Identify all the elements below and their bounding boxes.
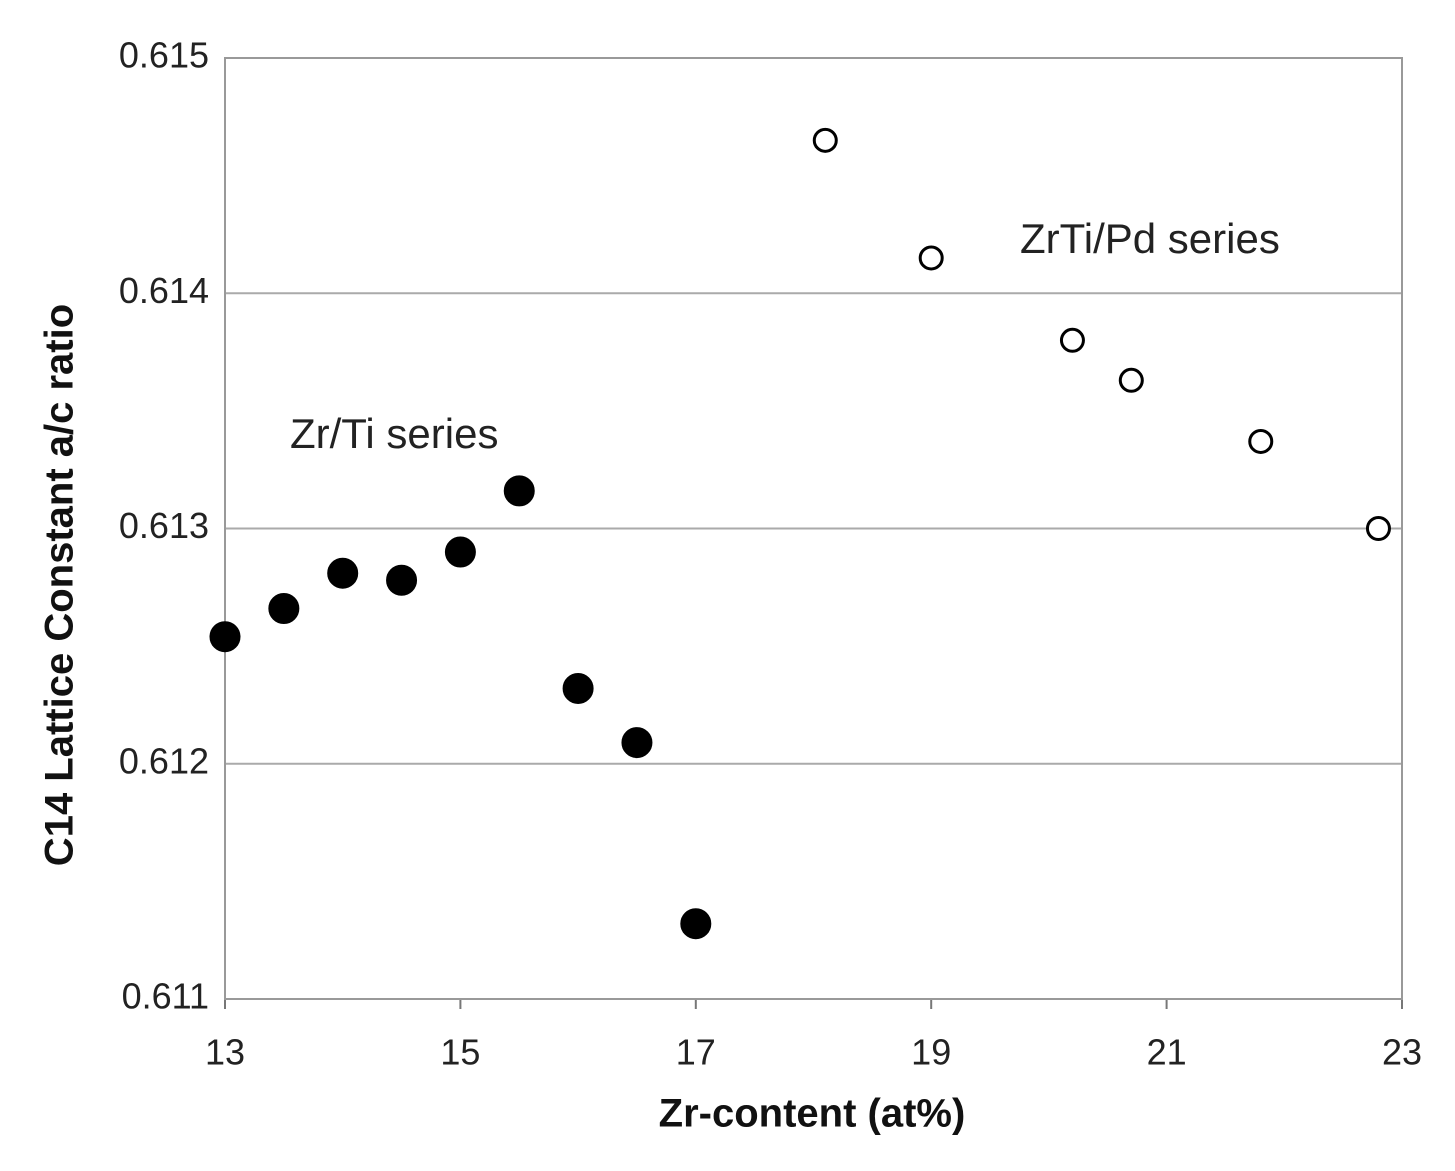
point — [1118, 367, 1144, 393]
x-tick-label: 23 — [1382, 1032, 1422, 1073]
point — [327, 557, 359, 589]
x-tick-label: 21 — [1147, 1032, 1187, 1073]
y-tick-label: 0.611 — [122, 976, 209, 1017]
point — [621, 727, 653, 759]
y-axis-label: C14 Lattice Constant a/c ratio — [38, 304, 82, 866]
point — [1248, 428, 1274, 454]
point — [209, 621, 241, 653]
y-tick-label: 0.612 — [119, 740, 209, 781]
y-tick-label: 0.613 — [119, 505, 209, 546]
series-label: ZrTi/Pd series — [1020, 215, 1280, 262]
x-axis-label: Zr-content (at%) — [659, 1092, 966, 1136]
point — [1059, 327, 1085, 353]
point — [386, 564, 418, 596]
series-label: Zr/Ti series — [290, 410, 498, 457]
x-tick-label: 17 — [676, 1032, 716, 1073]
x-tick-label: 15 — [440, 1032, 480, 1073]
point — [918, 245, 944, 271]
x-tick-label: 19 — [911, 1032, 951, 1073]
point — [562, 672, 594, 704]
point — [1365, 516, 1391, 541]
point — [444, 536, 476, 568]
point — [812, 127, 838, 153]
point — [503, 475, 535, 507]
y-tick-label: 0.614 — [119, 270, 209, 311]
x-tick-label: 13 — [205, 1032, 245, 1073]
plot-frame — [224, 57, 1403, 1000]
point — [268, 592, 300, 624]
point — [680, 908, 712, 940]
y-tick-label: 0.615 — [119, 35, 209, 76]
